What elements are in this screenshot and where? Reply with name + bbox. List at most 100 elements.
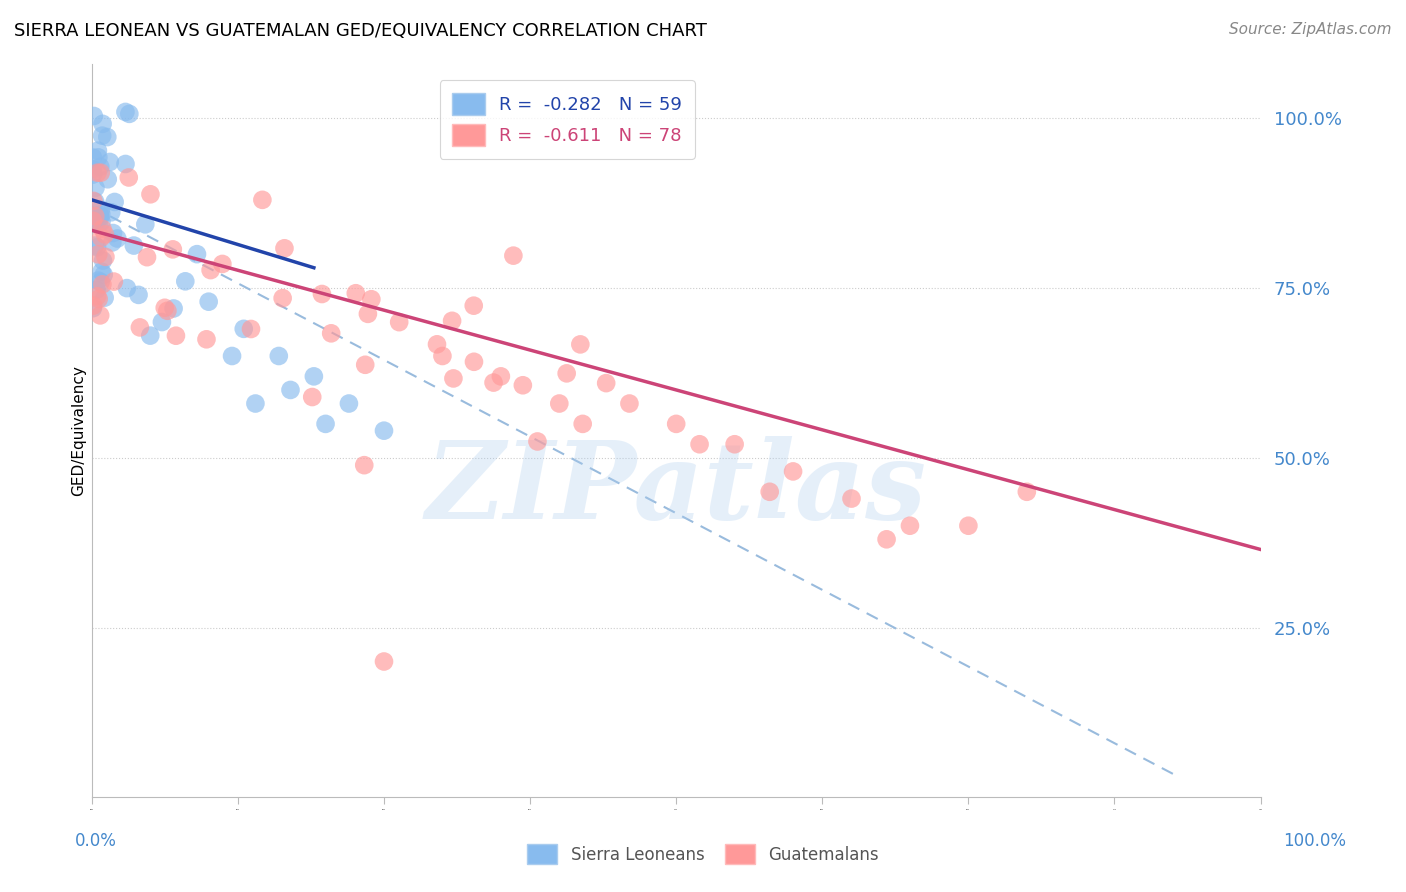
Point [240,322,263,336]
Point [91,128,114,143]
Point [957,518,980,533]
Point [94,250,117,264]
Point [128,320,150,334]
Text: Source: ZipAtlas.com: Source: ZipAtlas.com [1229,22,1392,37]
Point [84,215,107,229]
Point [165,328,187,343]
Point [83,109,105,123]
Point [115,281,138,295]
Point [90,230,112,244]
Point [89,309,111,323]
Point [103,275,125,289]
Point [82,162,104,177]
Point [273,241,295,255]
Point [87,274,110,288]
Point [90,265,112,279]
Point [98,155,121,169]
Point [502,249,524,263]
Point [302,369,325,384]
Text: SIERRA LEONEAN VS GUATEMALAN GED/EQUIVALENCY CORRELATION CHART: SIERRA LEONEAN VS GUATEMALAN GED/EQUIVAL… [14,22,707,40]
Point [90,275,112,289]
Point [357,307,380,321]
Point [86,240,108,254]
Point [118,170,141,185]
Point [595,376,617,391]
Point [89,208,111,222]
Point [91,253,114,268]
Point [139,187,162,202]
Point [162,243,184,257]
Point [105,231,128,245]
Point [186,247,208,261]
Point [195,332,218,346]
Point [569,337,592,351]
Point [82,194,104,208]
Point [93,268,115,282]
Point [267,349,290,363]
Point [87,144,110,158]
Point [555,367,578,381]
Point [82,168,104,182]
Point [82,301,104,315]
Point [82,299,104,313]
Point [96,130,118,145]
Point [758,484,780,499]
Point [82,151,104,165]
Point [463,355,485,369]
Point [280,383,302,397]
Point [114,157,136,171]
Point [91,117,114,131]
Point [87,292,110,306]
Point [841,491,863,506]
Point [354,358,377,372]
Point [315,417,337,431]
Point [489,369,512,384]
Point [91,222,114,236]
Point [128,288,150,302]
Point [136,250,159,264]
Point [441,371,464,385]
Point [90,207,112,221]
Point [122,238,145,252]
Point [153,301,176,315]
Point [91,277,114,292]
Point [876,533,898,547]
Point [689,437,711,451]
Point [665,417,688,431]
Point [373,424,395,438]
Point [87,217,110,231]
Text: ZIPatlas: ZIPatlas [426,436,927,542]
Point [200,263,222,277]
Point [93,291,115,305]
Point [482,376,505,390]
Point [344,286,367,301]
Point [619,396,641,410]
Point [432,349,454,363]
Point [337,396,360,410]
Point [252,193,274,207]
Point [463,299,485,313]
Point [114,104,136,119]
Point [197,294,219,309]
Point [156,303,179,318]
Point [898,518,921,533]
Point [90,166,112,180]
Point [84,238,107,252]
Point [86,283,108,297]
Text: 0.0%: 0.0% [75,831,117,849]
Point [90,202,112,217]
Point [426,337,449,351]
Y-axis label: GED/Equivalency: GED/Equivalency [72,365,86,496]
Point [97,172,120,186]
Point [86,217,108,231]
Point [104,194,127,209]
Point [1015,484,1038,499]
Point [134,218,156,232]
Legend: Sierra Leoneans, Guatemalans: Sierra Leoneans, Guatemalans [520,838,886,871]
Point [86,289,108,303]
Point [100,205,122,219]
Point [373,655,395,669]
Point [388,315,411,329]
Point [86,166,108,180]
Point [571,417,593,431]
